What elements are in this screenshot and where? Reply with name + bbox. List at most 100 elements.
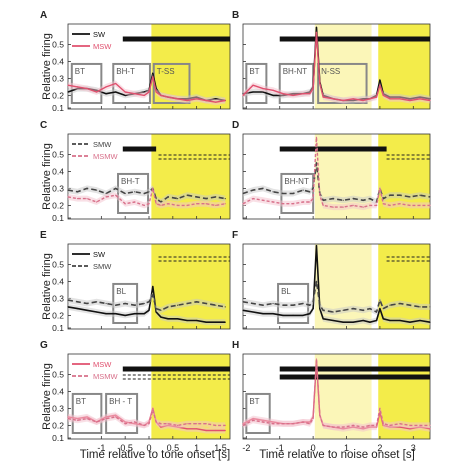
data-point-smw xyxy=(272,302,274,305)
y-tick-label: 0.5 xyxy=(52,39,64,49)
data-point-smw xyxy=(196,196,198,198)
data-point-sw xyxy=(105,313,107,315)
y-tick-label: 0.2 xyxy=(52,200,64,210)
axes-frame xyxy=(242,23,431,110)
data-point-msmw xyxy=(389,204,391,206)
data-point-sw xyxy=(115,313,117,315)
data-point-sw xyxy=(309,313,311,315)
significance-bar xyxy=(279,36,430,42)
data-point-smw xyxy=(105,192,107,195)
data-point-msmw xyxy=(134,201,136,203)
data-point-smw xyxy=(332,198,334,200)
data-point-smw xyxy=(419,194,421,196)
data-point-msw xyxy=(143,94,145,96)
data-point-smw xyxy=(262,187,264,189)
data-point-msmw xyxy=(252,198,254,200)
data-point-msmw xyxy=(252,419,254,421)
x-tick-label: 1.5 xyxy=(214,443,227,453)
data-point-msmw xyxy=(155,203,157,205)
data-point-sw xyxy=(379,308,381,310)
y-tick-label: 0.3 xyxy=(52,73,64,83)
data-point-msmw xyxy=(155,421,157,423)
legend-label: MSW xyxy=(93,360,112,369)
y-tick-label: 0.2 xyxy=(52,420,64,430)
data-point-smw xyxy=(309,304,311,306)
data-point-smw xyxy=(148,301,150,303)
data-point-smw xyxy=(399,302,401,305)
data-point-msw xyxy=(186,99,188,102)
data-point-smw xyxy=(124,302,126,305)
data-point-msmw xyxy=(342,206,344,208)
data-point-msmw xyxy=(322,424,324,426)
data-point-sw xyxy=(399,319,401,322)
data-point-msmw xyxy=(148,203,150,205)
axes-frame xyxy=(242,353,431,440)
panel-letter: G xyxy=(40,340,48,351)
data-point-smw xyxy=(86,187,88,189)
data-point-smw xyxy=(419,306,421,308)
data-point-smw xyxy=(160,309,162,311)
data-point-msw xyxy=(302,93,304,95)
data-point-smw xyxy=(67,299,69,301)
data-point-msmw xyxy=(382,203,384,205)
axes-frame xyxy=(242,133,431,220)
data-point-msmw xyxy=(143,424,145,426)
x-tick-label: 1 xyxy=(344,443,349,453)
data-point-smw xyxy=(176,198,179,200)
data-point-msw xyxy=(196,428,198,430)
data-point-msmw xyxy=(369,204,371,206)
data-point-msmw xyxy=(322,204,324,206)
data-point-sw xyxy=(176,318,179,320)
data-point-msw xyxy=(134,93,136,95)
data-point-msmw xyxy=(215,424,217,426)
data-point-sw xyxy=(315,245,318,247)
epoch-label: T-SS xyxy=(157,67,175,76)
data-point-msmw xyxy=(105,418,107,420)
data-point-sw xyxy=(152,285,154,288)
x-tick-label: 2 xyxy=(377,443,382,453)
data-point-msmw xyxy=(86,198,88,200)
data-point-sw xyxy=(379,79,381,81)
data-point-msmw xyxy=(292,423,294,425)
data-point-msmw xyxy=(262,199,264,201)
data-point-msmw xyxy=(134,421,136,423)
data-point-msmw xyxy=(224,203,226,205)
data-point-msmw xyxy=(160,204,162,206)
data-point-smw xyxy=(76,191,79,193)
data-point-msw xyxy=(205,429,207,432)
data-point-msw xyxy=(362,99,364,102)
data-point-smw xyxy=(143,192,145,195)
panel-F: F BL xyxy=(232,230,431,330)
data-point-msmw xyxy=(124,203,126,205)
x-tick-label: -0.5 xyxy=(117,443,133,453)
data-point-msmw xyxy=(419,204,421,206)
data-point-smw xyxy=(369,198,371,200)
series-band-sw xyxy=(243,24,430,104)
data-point-msmw xyxy=(76,198,79,200)
data-point-smw xyxy=(186,194,188,196)
data-point-smw xyxy=(312,301,314,303)
data-point-msw xyxy=(389,98,391,100)
data-point-sw xyxy=(362,319,364,322)
data-point-smw xyxy=(105,302,107,305)
epoch-label: BT xyxy=(75,67,85,76)
data-point-smw xyxy=(352,308,354,310)
data-point-msw xyxy=(224,99,226,102)
data-point-msmw xyxy=(309,201,311,203)
y-tick-label: 0.4 xyxy=(52,166,64,176)
data-point-sw xyxy=(429,321,431,323)
data-point-msmw xyxy=(419,424,421,426)
data-point-smw xyxy=(315,162,318,164)
y-tick-label: 0.4 xyxy=(52,276,64,286)
data-point-smw xyxy=(115,304,117,306)
data-point-msmw xyxy=(152,187,154,189)
data-point-smw xyxy=(292,304,294,306)
data-point-sw xyxy=(95,311,98,313)
data-point-sw xyxy=(115,91,117,93)
series-band-msmw xyxy=(243,356,430,431)
data-point-smw xyxy=(409,304,411,306)
data-point-msmw xyxy=(76,419,79,421)
data-point-smw xyxy=(155,198,157,200)
data-point-smw xyxy=(389,194,391,196)
y-tick-label: 0.1 xyxy=(52,433,64,443)
